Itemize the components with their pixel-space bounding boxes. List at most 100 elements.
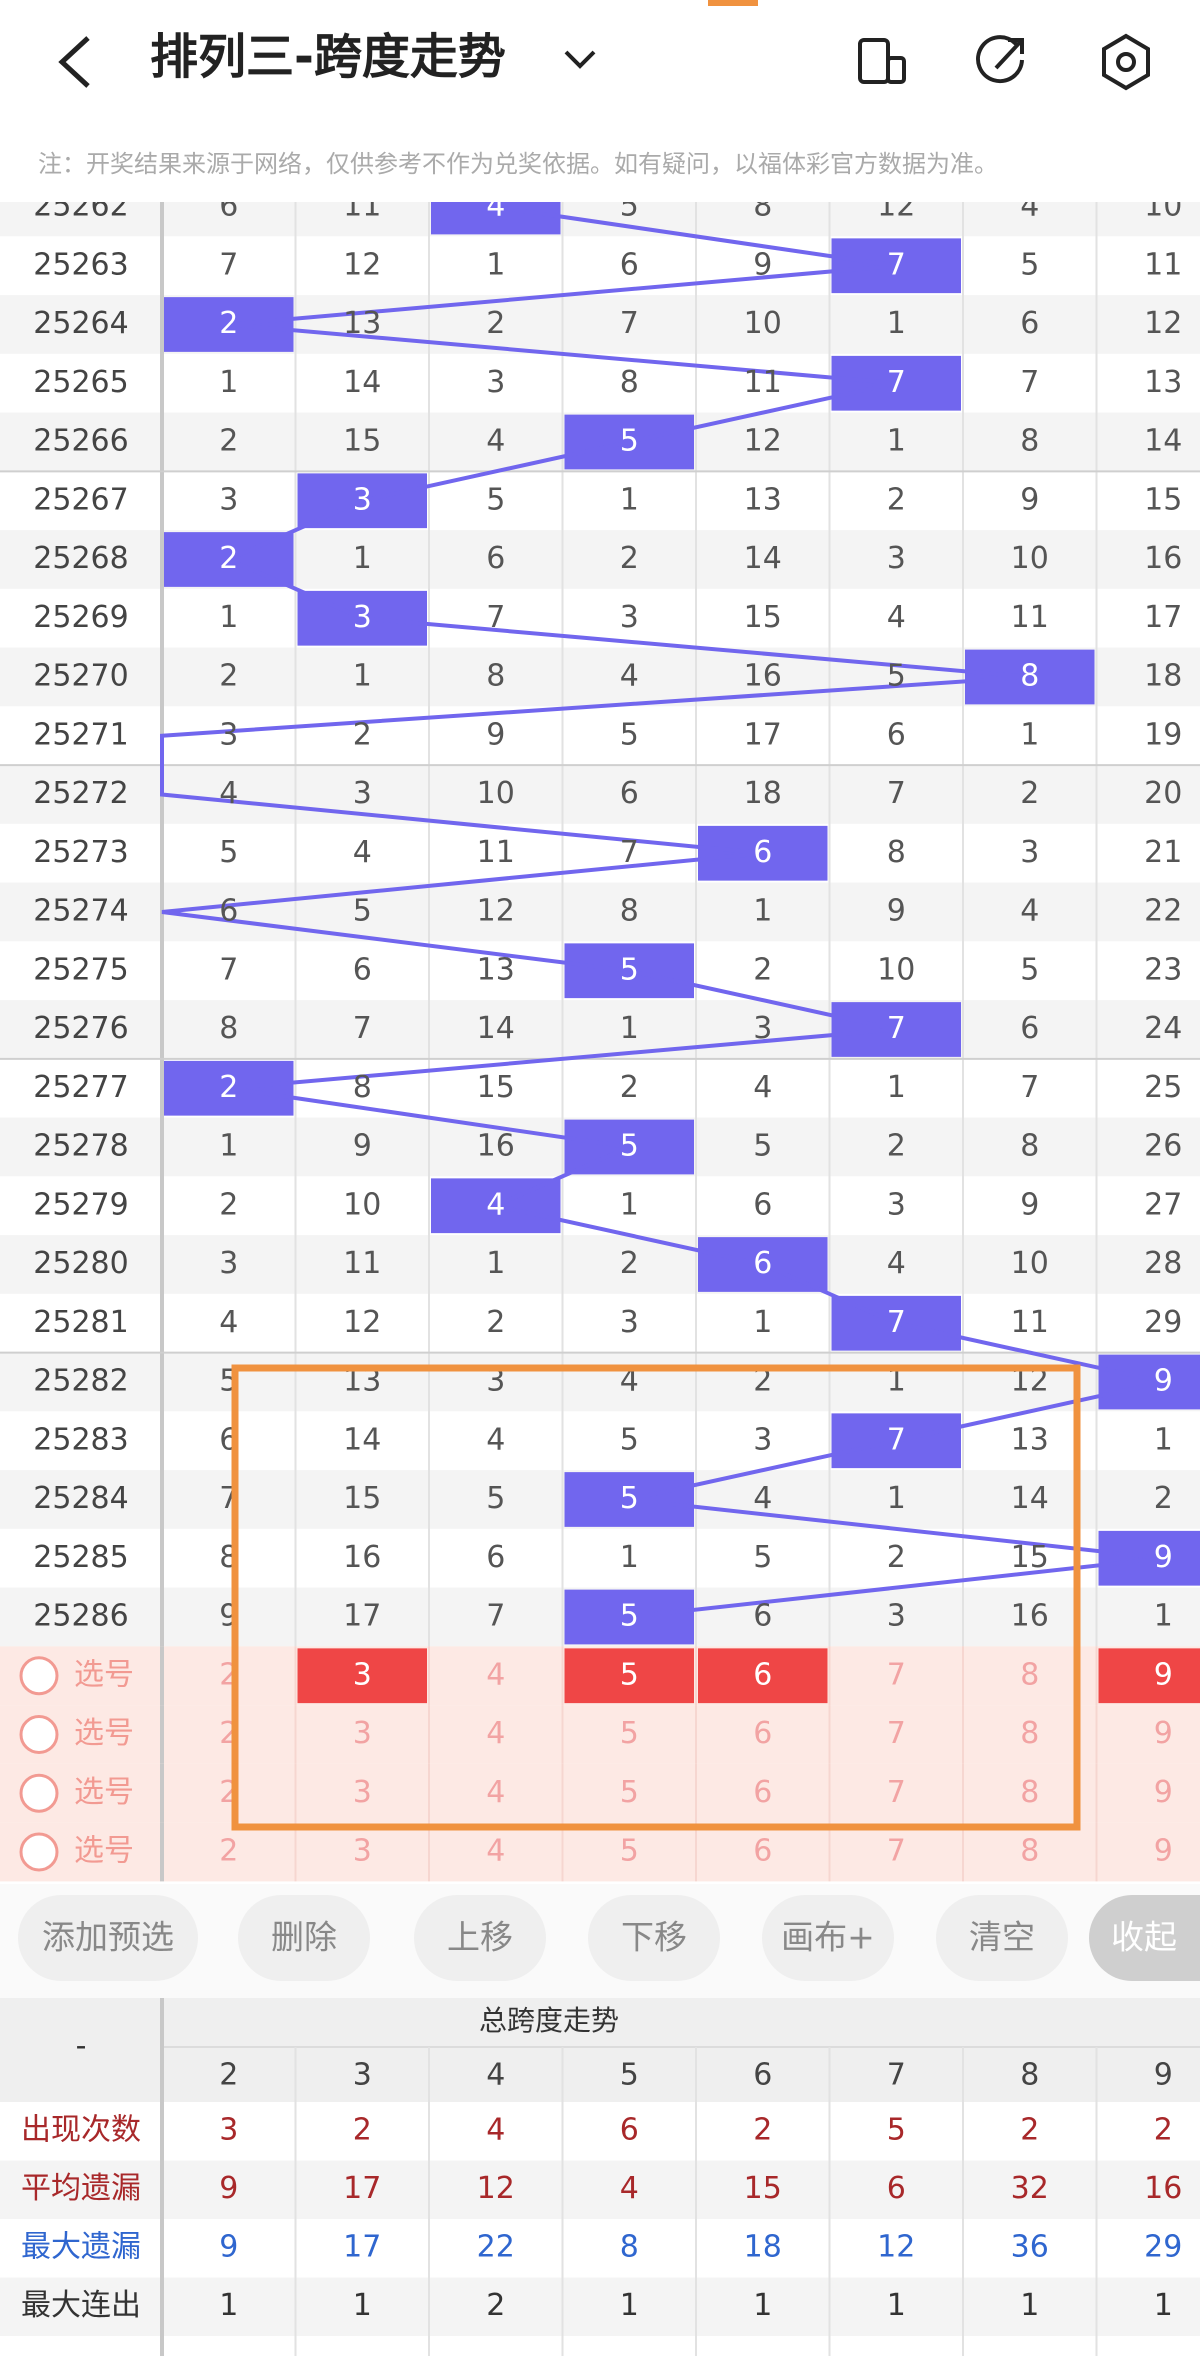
select-number[interactable]: 5 bbox=[620, 1775, 639, 1810]
select-number[interactable]: 4 bbox=[486, 1657, 505, 1692]
button-label[interactable]: 上移 bbox=[447, 1918, 513, 1957]
hit-value: 5 bbox=[620, 424, 639, 459]
back-button[interactable] bbox=[58, 36, 90, 88]
selection-row-bg bbox=[0, 1705, 1200, 1764]
select-number[interactable]: 3 bbox=[353, 1716, 372, 1751]
omission-value: 1 bbox=[620, 482, 639, 517]
select-number[interactable]: 9 bbox=[1154, 1775, 1173, 1810]
select-label: 选号 bbox=[74, 1834, 134, 1869]
omission-value: 3 bbox=[887, 541, 906, 576]
select-number[interactable]: 5 bbox=[620, 1716, 639, 1751]
select-number[interactable]: 7 bbox=[887, 1834, 906, 1869]
button-label[interactable]: 添加预选 bbox=[42, 1918, 174, 1957]
select-number[interactable]: 5 bbox=[620, 1834, 639, 1869]
select-number[interactable]: 6 bbox=[753, 1775, 772, 1810]
select-number[interactable]: 7 bbox=[887, 1775, 906, 1810]
select-number[interactable]: 9 bbox=[1154, 1716, 1173, 1751]
row-bg bbox=[0, 706, 1200, 766]
stats-row-label: 最大连出 bbox=[21, 2288, 141, 2323]
omission-value: 13 bbox=[477, 952, 515, 987]
dropdown-button[interactable] bbox=[564, 50, 596, 69]
omission-value: 28 bbox=[1144, 1246, 1182, 1281]
omission-value: 2 bbox=[887, 1129, 906, 1164]
stats-value: 9 bbox=[219, 2230, 238, 2265]
settings-icon[interactable] bbox=[1102, 33, 1150, 91]
omission-value: 9 bbox=[887, 894, 906, 929]
select-radio[interactable] bbox=[19, 1832, 59, 1872]
select-number[interactable]: 4 bbox=[486, 1834, 505, 1869]
select-number[interactable]: 6 bbox=[753, 1834, 772, 1869]
omission-value: 11 bbox=[744, 365, 782, 400]
selected-cell bbox=[297, 1648, 427, 1704]
omission-value: 4 bbox=[753, 1481, 772, 1516]
layout-icon[interactable] bbox=[858, 38, 906, 84]
omission-value: 10 bbox=[1144, 189, 1182, 224]
omission-value: 4 bbox=[219, 776, 238, 811]
button-bg[interactable] bbox=[762, 1895, 894, 1981]
stats-value: 2 bbox=[753, 2113, 772, 2148]
omission-value: 6 bbox=[753, 1599, 772, 1634]
select-number[interactable]: 6 bbox=[753, 1716, 772, 1751]
stats-row-bg bbox=[0, 2219, 1200, 2278]
select-radio[interactable] bbox=[19, 1773, 59, 1813]
select-radio[interactable] bbox=[19, 1656, 59, 1696]
stats-value: 2 bbox=[1154, 2113, 1173, 2148]
select-number[interactable]: 4 bbox=[486, 1775, 505, 1810]
omission-value: 5 bbox=[486, 1481, 505, 1516]
button-label[interactable]: 清空 bbox=[969, 1918, 1035, 1957]
select-number[interactable]: 4 bbox=[486, 1716, 505, 1751]
select-number[interactable]: 2 bbox=[219, 1834, 238, 1869]
button-bg[interactable] bbox=[414, 1895, 546, 1981]
stats-value: 22 bbox=[477, 2230, 515, 2265]
button-bg[interactable] bbox=[18, 1895, 198, 1981]
select-number[interactable]: 8 bbox=[1020, 1834, 1039, 1869]
omission-value: 11 bbox=[477, 835, 515, 870]
issue-number: 25278 bbox=[33, 1129, 128, 1164]
button-bg[interactable] bbox=[588, 1895, 720, 1981]
trend-line bbox=[160, 205, 1164, 1619]
button-bg[interactable] bbox=[1089, 1895, 1200, 1981]
button-label[interactable]: 画布+ bbox=[781, 1918, 875, 1957]
omission-value: 14 bbox=[343, 1422, 381, 1457]
stats-column-label: 8 bbox=[1020, 2058, 1039, 2093]
row-bg bbox=[0, 471, 1200, 531]
button-bg[interactable] bbox=[238, 1895, 370, 1981]
selected-cell bbox=[1098, 1648, 1200, 1704]
omission-value: 2 bbox=[1154, 1481, 1173, 1516]
omission-value: 2 bbox=[620, 541, 639, 576]
omission-value: 12 bbox=[744, 424, 782, 459]
button-label[interactable]: 收起 bbox=[1111, 1918, 1177, 1957]
select-number[interactable]: 3 bbox=[353, 1657, 372, 1692]
select-number[interactable]: 7 bbox=[887, 1716, 906, 1751]
row-bg bbox=[0, 882, 1200, 942]
omission-value: 2 bbox=[486, 1305, 505, 1340]
button-bg[interactable] bbox=[936, 1895, 1068, 1981]
select-number[interactable]: 6 bbox=[753, 1657, 772, 1692]
issue-number: 25279 bbox=[33, 1187, 128, 1222]
row-bg bbox=[0, 236, 1200, 296]
select-number[interactable]: 8 bbox=[1020, 1716, 1039, 1751]
select-number[interactable]: 5 bbox=[620, 1657, 639, 1692]
select-radio[interactable] bbox=[19, 1715, 59, 1754]
omission-value: 9 bbox=[753, 247, 772, 282]
stats-value: 4 bbox=[620, 2171, 639, 2206]
select-label: 选号 bbox=[74, 1775, 134, 1810]
select-number[interactable]: 8 bbox=[1020, 1775, 1039, 1810]
stats-column-label: 5 bbox=[620, 2058, 639, 2093]
omission-value: 6 bbox=[486, 1540, 505, 1575]
omission-value: 6 bbox=[1020, 1011, 1039, 1046]
select-number[interactable]: 3 bbox=[353, 1775, 372, 1810]
button-label[interactable]: 删除 bbox=[271, 1918, 337, 1957]
select-number[interactable]: 8 bbox=[1020, 1657, 1039, 1692]
omission-value: 1 bbox=[887, 1481, 906, 1516]
select-number[interactable]: 9 bbox=[1154, 1834, 1173, 1869]
select-number[interactable]: 9 bbox=[1154, 1657, 1173, 1692]
row-bg bbox=[0, 823, 1200, 883]
row-bg bbox=[0, 765, 1200, 824]
select-number[interactable]: 3 bbox=[353, 1834, 372, 1869]
select-number[interactable]: 7 bbox=[887, 1657, 906, 1692]
stats-title: 总跨度走势 bbox=[479, 2004, 619, 2037]
share-icon[interactable] bbox=[976, 35, 1024, 84]
button-label[interactable]: 下移 bbox=[621, 1918, 687, 1957]
omission-value: 5 bbox=[753, 1129, 772, 1164]
